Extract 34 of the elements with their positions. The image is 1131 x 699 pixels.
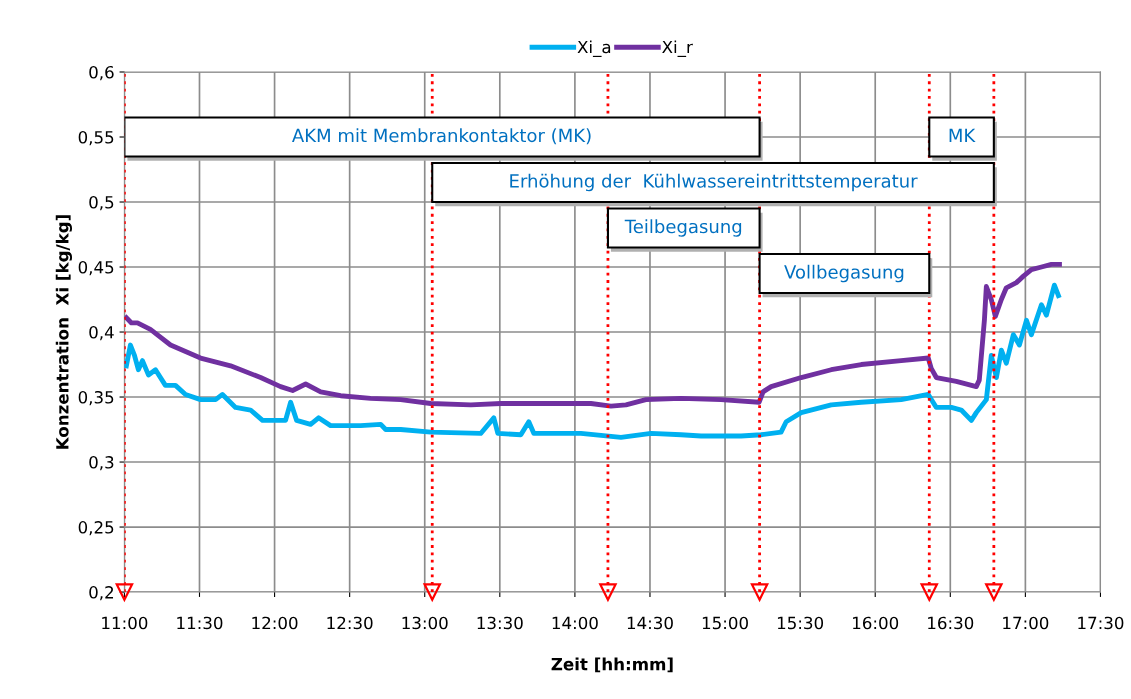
band-label: MK [949, 128, 976, 142]
band-label: AKM mit Membrankontaktor (MK) [292, 128, 591, 145]
band-label: Teilbegasung [624, 219, 742, 237]
x-tick-label: 17:30 [1078, 616, 1124, 630]
x-axis-title: Zeit [hh:mm] [551, 657, 673, 673]
y-tick-label: 0,4 [89, 325, 114, 341]
y-tick-label: 0,55 [78, 130, 114, 146]
legend-label: Xi_a [577, 40, 611, 57]
band-label: Vollbegasung [784, 264, 904, 283]
line-series [124, 261, 1062, 409]
x-tick-label: 17:00 [1003, 616, 1049, 630]
x-tick-label: 12:00 [252, 616, 298, 630]
x-tick-label: 15:00 [702, 616, 748, 630]
band-label: Erhöhung der Kühlwassereintrittstemperatur [510, 173, 918, 192]
y-tick-label: 0,5 [89, 195, 114, 211]
x-tick-label: 11:00 [102, 616, 148, 630]
y-tick-label: 0,3 [89, 456, 114, 471]
x-tick-label: 14:00 [552, 616, 598, 630]
line-series [124, 282, 1061, 440]
x-tick-label: 14:30 [627, 616, 673, 630]
x-tick-label: 13:00 [402, 616, 448, 630]
x-tick-label: 12:30 [327, 616, 373, 630]
x-tick-label: 15:30 [777, 616, 824, 630]
y-tick-label: 0,25 [78, 521, 114, 536]
x-tick-label: 11:30 [177, 616, 223, 630]
x-tick-label: 13:30 [477, 616, 523, 630]
y-axis-title: Konzentration Xi [kg/kg] [55, 215, 73, 449]
legend-label: Xi_r [662, 40, 693, 57]
x-tick-label: 16:00 [853, 616, 899, 630]
y-tick-label: 0,2 [89, 586, 114, 601]
y-tick-label: 0,35 [78, 390, 114, 406]
y-tick-label: 0,45 [78, 260, 114, 276]
x-tick-label: 16:30 [928, 616, 974, 630]
y-tick-label: 0,6 [89, 65, 114, 81]
